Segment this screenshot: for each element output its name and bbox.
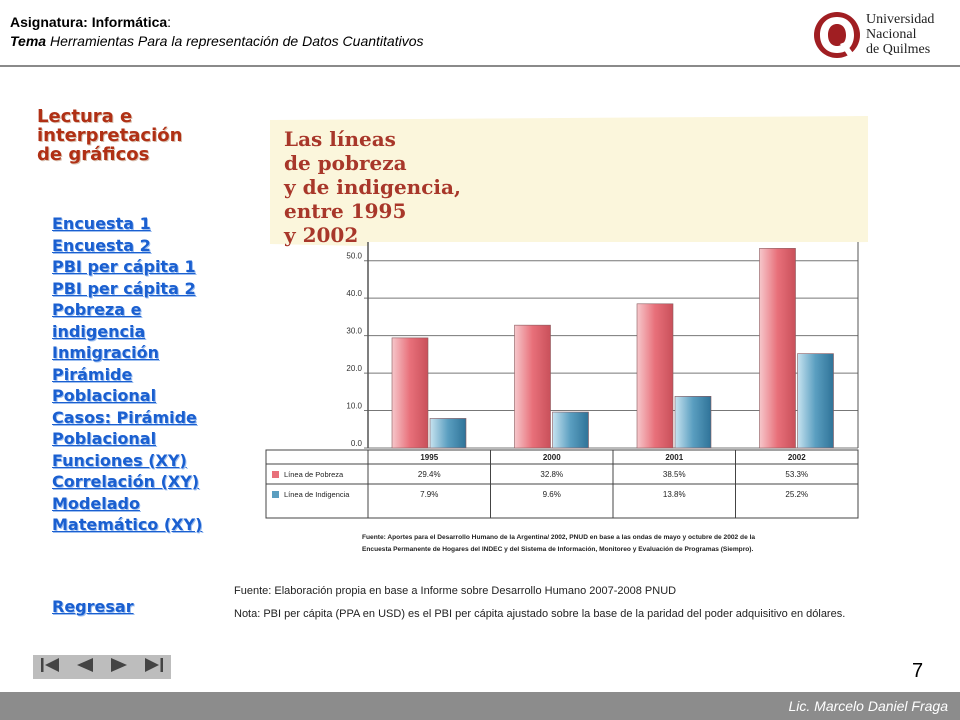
nav-link-encuesta-2[interactable]: Encuesta 2 [52,235,151,255]
topic-label: Tema [10,33,47,49]
chart-title-line: entre 1995 [284,199,406,223]
subject-suffix: : [167,14,172,30]
nav-link-pbi-per-cápita-1[interactable]: PBI per cápita 1 [52,257,196,276]
topic-value: Herramientas Para la representación de D… [46,33,424,49]
chart-title-line: de pobreza [284,151,407,175]
section-title: Lectura e interpretación de gráficos [37,106,183,165]
y-tick-label: 10.0 [346,402,362,411]
bar-indigencia [552,411,589,449]
data-label: 7.9% [420,490,438,499]
bar-indigencia [429,418,467,449]
data-label: 38.5% [663,470,686,479]
previous-slide-button[interactable] [68,655,103,679]
topic-line: Tema Herramientas Para la representación… [10,33,423,49]
subject-value: Informática [91,14,168,30]
data-label: 25.2% [785,490,808,499]
logo-text: Universidad Nacional de Quilmes [866,12,934,57]
chart-source-line: Encuesta Permanente de Hogares del INDEC… [362,546,754,553]
header-divider [0,65,960,67]
nav-link-pobreza-e-indigencia[interactable]: Pobreza e indigencia [52,300,146,341]
subject-line: Asignatura: Informática: [10,14,171,30]
back-link[interactable]: Regresar [52,597,134,616]
bar-pobreza [759,248,796,449]
chart-title-line: y de indigencia, [283,175,461,199]
bar-pobreza [636,303,674,449]
legend-label-pobreza: Línea de Pobreza [284,470,344,479]
x-category-label: 1995 [420,453,438,462]
bar-indigencia [674,396,712,449]
nav-link-correlación-xy[interactable]: Correlación (XY) [52,472,200,491]
page-number: 7 [912,660,924,682]
legend-swatch-pobreza [272,471,279,478]
logo-line-1: Universidad [866,12,935,27]
nav-link-casos-pirámide-poblacional[interactable]: Casos: Pirámide Poblacional [52,407,197,449]
next-slide-icon [108,657,130,678]
nav-link-funciones-xy[interactable]: Funciones (XY) [52,450,187,470]
last-slide-button[interactable] [137,655,172,679]
slide-header: Asignatura: Informática: Tema Herramient… [0,0,960,64]
data-label: 32.8% [540,470,563,479]
next-slide-button[interactable] [102,655,137,679]
data-label: 29.4% [418,470,441,479]
data-label: 13.8% [663,490,686,499]
author-name: Lic. Marcelo Daniel Fraga [788,698,948,714]
notes: Fuente: Elaboración propia en base a Inf… [234,584,934,622]
data-label: 53.3% [785,470,808,479]
x-category-label: 2000 [543,453,561,462]
nav-link-encuesta-1[interactable]: Encuesta 1 [52,214,151,233]
data-label: 9.6% [543,490,561,499]
y-tick-label: 20.0 [346,364,362,373]
x-category-label: 2002 [788,453,806,462]
source-note: Fuente: Elaboración propia en base a Inf… [234,585,677,597]
first-slide-icon [39,657,61,678]
bar-pobreza [391,337,429,449]
university-logo: Universidad Nacional de Quilmes [812,8,952,60]
subject-label: Asignatura: [10,14,92,30]
last-slide-icon [143,657,165,678]
nav-link-modelado-matemático-xy[interactable]: Modelado Matemático (XY) [52,493,203,535]
chart-figure: Las líneas de pobreza y de indigencia, entr… [262,112,872,562]
chart-source-line: Fuente: Aportes para el Desarrollo Human… [362,534,755,541]
bar-pobreza [514,324,551,449]
legend-label-indigencia: Línea de Indigencia [284,490,350,499]
chart-title-line: Las líneas [284,127,396,151]
nav-link-inmigración[interactable]: Inmigración [52,343,159,362]
y-tick-label: 40.0 [346,289,362,298]
footer-bar: Lic. Marcelo Daniel Fraga [0,692,960,720]
logo-line-2: Nacional [866,27,917,42]
title-banner [270,116,868,248]
nota-note: Nota: PBI per cápita (PPA en USD) es el … [234,608,846,620]
y-tick-label: 0.0 [351,439,363,448]
logo-line-3: de Quilmes [866,42,931,57]
first-slide-button[interactable] [33,655,68,679]
bar-indigencia [797,353,834,449]
nav-link-pirámide-poblacional[interactable]: Pirámide Poblacional [52,364,157,406]
quilmes-emblem-icon [814,12,860,58]
y-tick-label: 50.0 [346,252,362,261]
sidebar-nav: Encuesta 1 Encuesta 2 PBI per cápita 1 PBI … [52,213,222,536]
nav-link-pbi-per-cápita-2[interactable]: PBI per cápita 2 [52,278,196,298]
slide-navigation [33,655,171,679]
x-category-label: 2001 [665,453,683,462]
chart-title-line: y 2002 [283,223,358,247]
previous-slide-icon [74,657,96,678]
legend-swatch-indigencia [272,491,279,498]
y-tick-label: 30.0 [346,327,362,336]
